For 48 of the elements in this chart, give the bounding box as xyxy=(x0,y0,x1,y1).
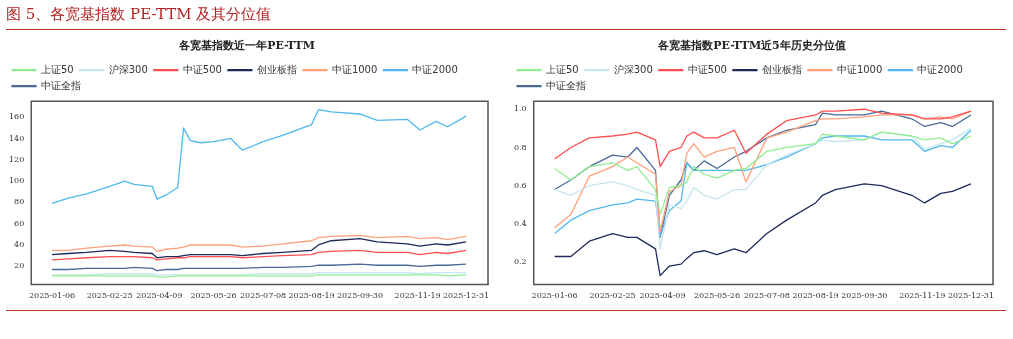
legend-label: 中证2000 xyxy=(412,63,458,75)
x-tick-label: 2025-04-09 xyxy=(639,291,686,301)
x-tick-label: 2025-02-25 xyxy=(86,291,133,301)
y-tick-label: 20 xyxy=(14,261,25,271)
y-tick-label: 1.0 xyxy=(513,104,527,114)
chart-title: 各宽基指数PE-TTM近5年历史分位值 xyxy=(657,39,846,53)
legend-label: 创业板指 xyxy=(256,63,297,75)
legend-label: 中证500 xyxy=(687,63,727,75)
y-tick-label: 80 xyxy=(14,197,25,207)
x-tick-label: 2025-07-08 xyxy=(240,291,287,301)
y-tick-label: 100 xyxy=(8,176,25,186)
x-tick-label: 2025-05-26 xyxy=(693,291,741,301)
x-tick-label: 2025-08-19 xyxy=(792,291,839,301)
x-tick-label: 2025-02-25 xyxy=(589,291,636,301)
legend-label: 上证50 xyxy=(41,63,74,75)
y-tick-label: 0.6 xyxy=(513,180,527,190)
x-tick-label: 2025-07-08 xyxy=(743,291,790,301)
y-tick-label: 0.2 xyxy=(513,257,527,267)
legend-label: 中证1000 xyxy=(331,63,378,75)
x-tick-label: 2025-12-31 xyxy=(443,291,490,301)
x-tick-label: 2025-01-06 xyxy=(531,291,578,301)
y-tick-label: 140 xyxy=(8,133,25,143)
legend-label: 中证全指 xyxy=(546,79,586,91)
x-tick-label: 2025-09-30 xyxy=(336,291,384,301)
y-tick-label: 120 xyxy=(8,154,25,164)
legend-label: 创业板指 xyxy=(761,63,802,75)
legend-label: 中证1000 xyxy=(836,63,883,75)
y-tick-label: 0.4 xyxy=(513,219,527,229)
y-tick-label: 0.8 xyxy=(513,142,527,152)
x-tick-label: 2025-11-19 xyxy=(899,291,946,301)
x-tick-label: 2025-11-19 xyxy=(394,291,441,301)
legend-label: 中证500 xyxy=(182,63,222,75)
legend-label: 沪深300 xyxy=(108,63,148,75)
x-tick-label: 2025-04-09 xyxy=(136,291,183,301)
y-tick-label: 40 xyxy=(14,240,25,250)
legend-label: 沪深300 xyxy=(613,63,653,75)
caption: 图 5、各宽基指数 PE-TTM 及其分位值 xyxy=(6,5,1006,30)
x-tick-label: 2025-05-26 xyxy=(190,291,237,301)
chart-title: 各宽基指数近一年PE-TTM xyxy=(178,39,315,53)
legend-label: 中证全指 xyxy=(41,79,81,91)
x-tick-label: 2025-08-19 xyxy=(288,291,335,301)
y-tick-label: 60 xyxy=(14,218,25,228)
x-tick-label: 2025-12-31 xyxy=(947,291,995,301)
x-tick-label: 2025-09-30 xyxy=(841,291,888,301)
legend-label: 中证2000 xyxy=(917,63,963,75)
x-tick-label: 2025-01-06 xyxy=(28,291,76,301)
y-tick-label: 160 xyxy=(8,112,25,122)
legend-label: 上证50 xyxy=(546,63,579,75)
